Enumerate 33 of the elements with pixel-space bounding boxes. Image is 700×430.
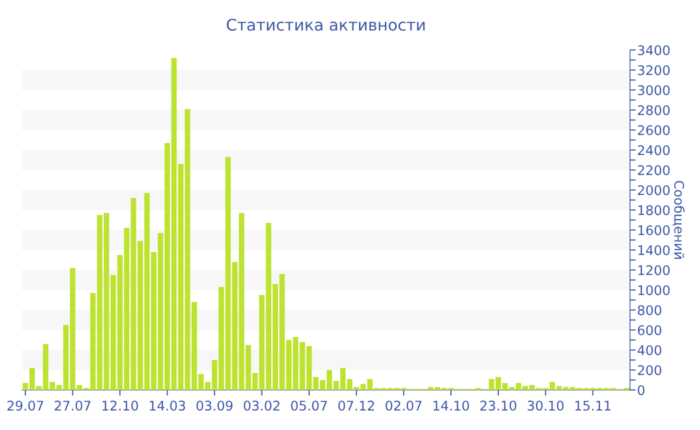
x-tick-label: 14.10 [434,400,469,411]
y-tick-label: 3000 [638,85,670,96]
x-tick-label: 27.07 [54,400,90,411]
y-axis-title: Сообщений [672,180,685,259]
y-tick-label: 0 [638,385,644,396]
y-tick-label: 1800 [638,205,670,216]
y-tick-label: 2600 [638,125,670,136]
x-tick-label: 03.02 [244,400,280,411]
y-tick-label: 1200 [638,265,670,276]
x-tick-label: 05.07 [291,400,327,411]
x-tick-label: 14.03 [150,400,186,411]
y-tick-label: 2000 [638,185,670,196]
y-tick-label: 1600 [638,225,670,236]
y-tick-label: 3400 [638,45,670,56]
y-tick-label: 400 [638,345,662,356]
y-tick-label: 3200 [638,65,670,76]
y-tick-label: 2200 [638,165,670,176]
x-tick-label: 02.07 [386,400,422,411]
y-tick-label: 1400 [638,245,670,256]
x-tick-label: 29.07 [7,400,44,411]
y-tick-label: 800 [638,305,662,316]
y-tick-label: 200 [638,365,662,376]
x-tick-label: 30.10 [528,400,564,411]
x-tick-label: 23.10 [480,400,516,411]
y-tick-label: 2800 [638,105,670,116]
y-tick-label: 1000 [638,285,670,296]
x-tick-label: 15.11 [575,400,611,411]
x-tick-label: 12.10 [102,400,138,411]
x-tick-label: 03.09 [196,400,232,411]
y-tick-label: 600 [638,325,662,336]
chart-title: Статистика активности [226,18,425,31]
y-tick-label: 2400 [638,145,670,156]
x-tick-label: 07.12 [338,400,374,411]
